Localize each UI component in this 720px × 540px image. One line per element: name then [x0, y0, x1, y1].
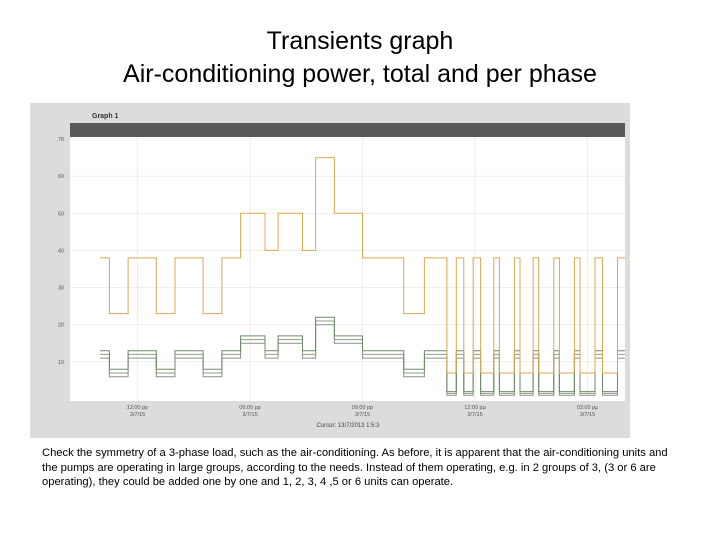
slide-title-line2: Air-conditioning power, total and per ph…	[123, 60, 597, 88]
y-tick-label: 50	[58, 211, 64, 217]
x-tick-label: 09:00 pp	[352, 405, 373, 411]
x-tick-sublabel: 3/7/15	[580, 412, 595, 418]
x-tick-label: 12:00 pμ	[464, 405, 486, 411]
series-lines	[100, 157, 625, 396]
chart-screenshot: Graph 1 70 60 50 40 30 20 10 12:00 pp 3/7/15 06:…	[30, 103, 630, 438]
y-tick-labels: 70 60 50 40 30 20 10	[58, 137, 64, 366]
panel-title: Graph 1	[92, 113, 119, 120]
series-line-total	[100, 157, 625, 374]
x-tick-sublabel: 3/7/15	[355, 412, 370, 418]
y-tick-label: 30	[58, 286, 64, 292]
y-tick-label: 10	[58, 360, 64, 366]
x-tick-label: 03:00 pμ	[577, 405, 599, 411]
slide-caption: Check the symmetry of a 3-phase load, su…	[42, 447, 668, 488]
y-tick-label: 20	[58, 323, 64, 329]
x-tick-label: 12:00 pp	[127, 405, 148, 411]
x-tick-sublabel: 3/7/15	[467, 412, 482, 418]
grid-lines	[70, 137, 625, 401]
plot-area	[70, 137, 625, 401]
y-tick-label: 70	[58, 137, 64, 143]
y-tick-label: 40	[58, 248, 64, 254]
slide-title-line1: Transients graph	[266, 27, 454, 55]
cursor-label: Cursor: 13/7/2013 1:5:3	[316, 423, 380, 429]
header-bar	[70, 123, 625, 137]
y-tick-label: 60	[58, 174, 64, 180]
x-tick-label: 06:00 pp	[239, 405, 260, 411]
x-tick-sublabel: 3/7/15	[242, 412, 257, 418]
x-tick-sublabel: 3/7/15	[130, 412, 145, 418]
